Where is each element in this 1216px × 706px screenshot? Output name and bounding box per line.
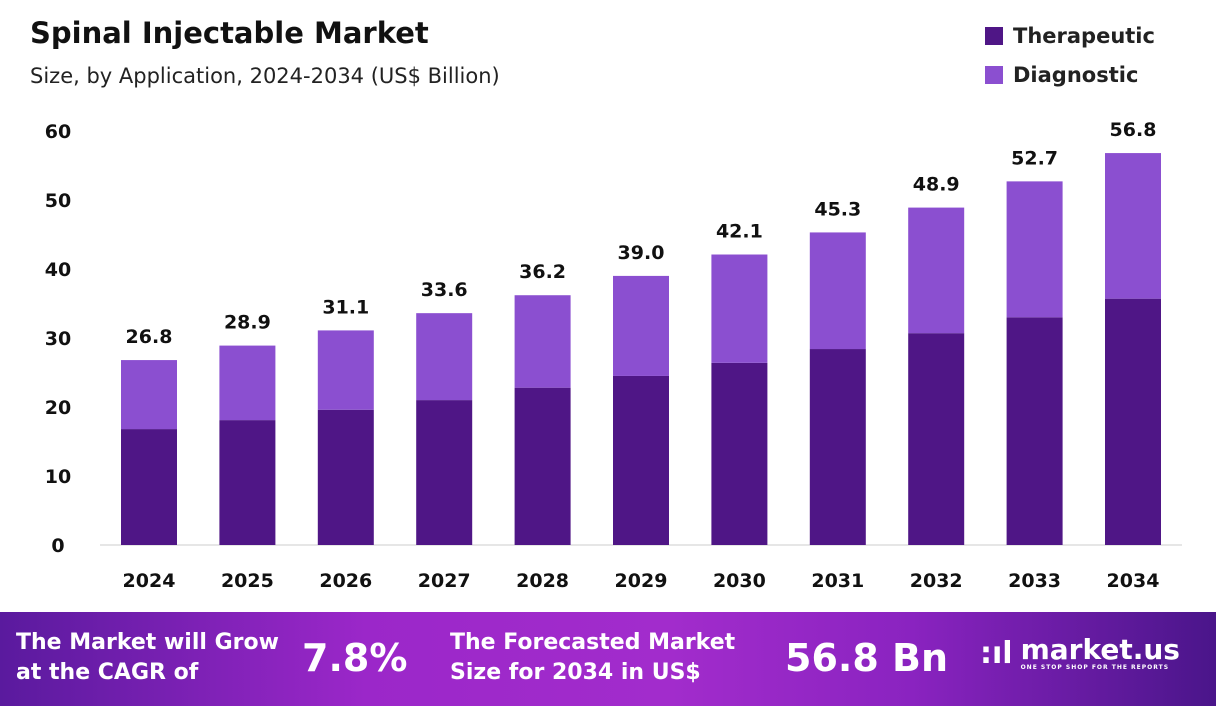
chart-subtitle: Size, by Application, 2024-2034 (US$ Bil… [30, 64, 500, 88]
summary-banner: The Market will Grow at the CAGR of 7.8% … [0, 612, 1216, 706]
data-label: 52.7 [1011, 147, 1058, 169]
data-label: 56.8 [1110, 119, 1157, 141]
x-tick-label: 2026 [319, 570, 372, 592]
bar-diagnostic [317, 330, 374, 410]
x-tick-label: 2024 [123, 570, 176, 592]
market-us-logo: :ıl market.us ONE STOP SHOP FOR THE REPOR… [980, 633, 1180, 672]
legend-item-diagnostic: Diagnostic [985, 55, 1155, 94]
data-label: 28.9 [224, 312, 271, 334]
bar-diagnostic [1105, 153, 1161, 299]
data-label: 31.1 [322, 296, 369, 318]
y-tick-label: 0 [51, 535, 64, 557]
y-tick-label: 20 [45, 397, 71, 419]
data-label: 26.8 [126, 326, 173, 348]
bar-therapeutic [1105, 298, 1161, 545]
data-label: 39.0 [618, 242, 665, 264]
logo-icon: :ıl [980, 636, 1013, 671]
data-label: 42.1 [716, 221, 763, 243]
y-tick-label: 30 [45, 328, 71, 350]
x-tick-label: 2034 [1107, 570, 1160, 592]
bar-diagnostic [416, 313, 473, 401]
y-tick-label: 50 [45, 190, 71, 212]
x-tick-label: 2029 [615, 570, 668, 592]
bar-therapeutic [514, 387, 571, 545]
cagr-value: 7.8% [302, 636, 408, 680]
bar-therapeutic [317, 409, 374, 545]
bar-diagnostic [514, 295, 571, 388]
bar-therapeutic [613, 375, 669, 545]
forecast-value: 56.8 Bn [785, 636, 949, 680]
x-tick-label: 2032 [910, 570, 963, 592]
legend-item-therapeutic: Therapeutic [985, 16, 1155, 55]
bar-therapeutic [1006, 317, 1063, 545]
bar-therapeutic [711, 362, 768, 545]
cagr-label: The Market will Grow at the CAGR of [16, 630, 279, 685]
bar-diagnostic [1006, 181, 1063, 318]
y-tick-label: 40 [45, 259, 71, 281]
chart-title: Spinal Injectable Market [30, 16, 429, 50]
x-tick-label: 2033 [1008, 570, 1061, 592]
y-tick-label: 60 [45, 121, 71, 143]
bar-therapeutic [908, 333, 965, 545]
forecast-label: The Forecasted Market Size for 2034 in US… [450, 630, 736, 685]
data-label: 33.6 [421, 279, 468, 301]
data-label: 45.3 [814, 198, 861, 220]
bar-therapeutic [416, 400, 473, 545]
y-tick-label: 10 [45, 466, 71, 488]
x-tick-label: 2027 [418, 570, 471, 592]
bar-diagnostic [711, 254, 768, 363]
x-tick-label: 2030 [713, 570, 766, 592]
legend-label: Therapeutic [1013, 23, 1155, 48]
bar-therapeutic [219, 420, 276, 545]
bar-therapeutic [809, 349, 866, 545]
data-label: 48.9 [913, 174, 960, 196]
bar-diagnostic [121, 360, 177, 430]
x-tick-label: 2031 [811, 570, 864, 592]
x-tick-label: 2025 [221, 570, 274, 592]
bar-diagnostic [613, 275, 669, 376]
bar-diagnostic [809, 232, 866, 350]
legend-label: Diagnostic [1013, 62, 1139, 87]
bar-diagnostic [908, 207, 965, 334]
x-tick-label: 2028 [516, 570, 569, 592]
legend: Therapeutic Diagnostic [985, 16, 1155, 94]
chart-plot: 010203040506026.8202428.9202531.1202633.… [45, 119, 1182, 592]
data-label: 36.2 [519, 261, 566, 283]
bar-therapeutic [121, 429, 177, 545]
bar-diagnostic [219, 345, 276, 421]
